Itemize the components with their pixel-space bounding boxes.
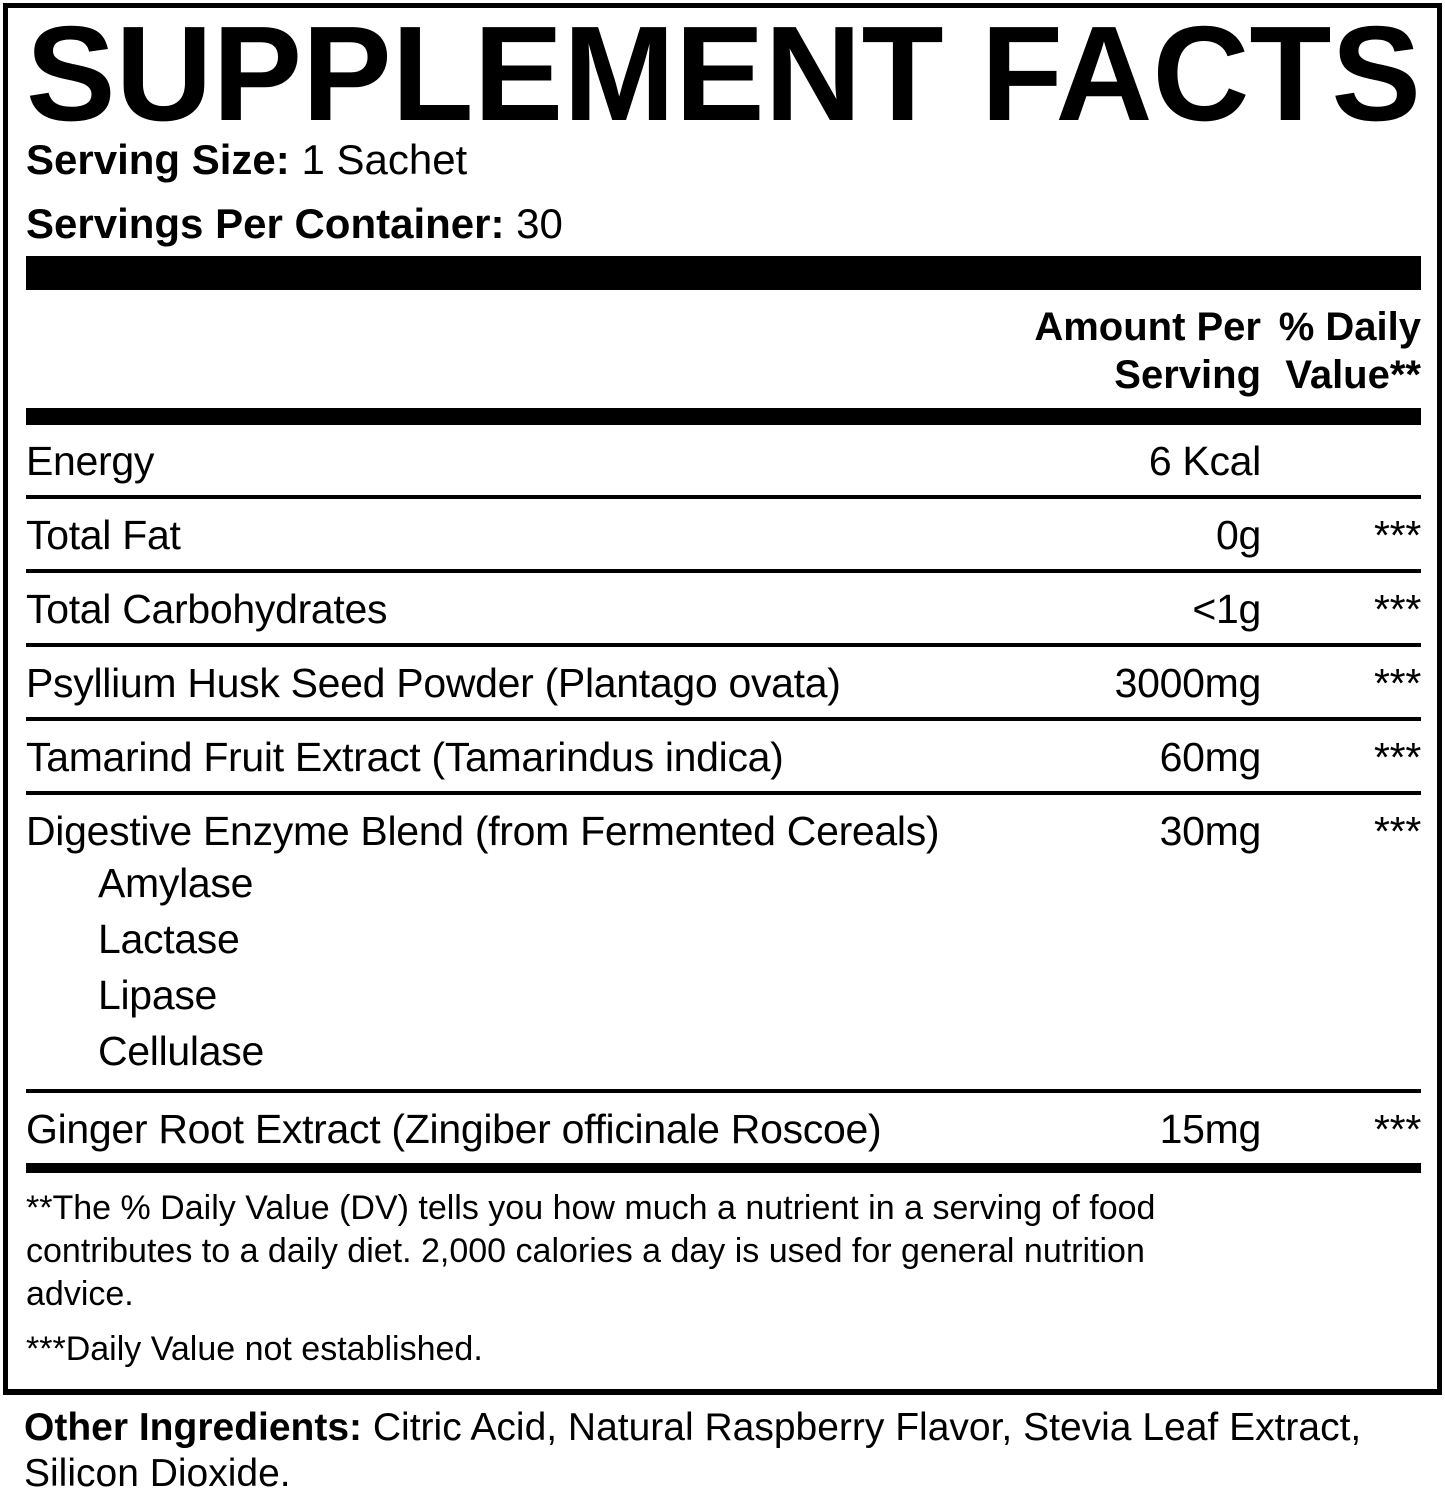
servings-per-container-line: Servings Per Container: 30 bbox=[26, 192, 1421, 256]
table-row-psyllium-husk: Psyllium Husk Seed Powder (Plantago ovat… bbox=[26, 647, 1421, 721]
nutrient-amount: 6 Kcal bbox=[1148, 438, 1261, 484]
table-row-digestive-enzyme-blend: Digestive Enzyme Blend (from Fermented C… bbox=[26, 795, 1421, 1093]
serving-size-value: 1 Sachet bbox=[301, 136, 468, 183]
nutrient-amount: 3000mg bbox=[1114, 660, 1262, 706]
enzyme-sub-items: Amylase Lactase Lipase Cellulase bbox=[26, 855, 1071, 1079]
nutrient-name: Total Carbohydrates bbox=[26, 586, 388, 632]
nutrient-amount: 30mg bbox=[1159, 808, 1262, 854]
footnotes: **The % Daily Value (DV) tells you how m… bbox=[26, 1173, 1421, 1371]
nutrient-dv: *** bbox=[1374, 512, 1421, 558]
nutrient-name: Digestive Enzyme Blend (from Fermented C… bbox=[26, 808, 940, 854]
nutrient-name-group: Digestive Enzyme Blend (from Fermented C… bbox=[26, 807, 1071, 1079]
serving-size-line: Serving Size: 1 Sachet bbox=[26, 128, 1421, 192]
table-header-row: Amount Per Serving % Daily Value** bbox=[26, 290, 1421, 408]
sub-ingredient: Amylase bbox=[98, 860, 254, 906]
nutrient-name: Energy bbox=[26, 438, 155, 484]
column-header-amount-per-serving: Amount Per Serving bbox=[1034, 305, 1261, 397]
page-title: SUPPLEMENT FACTS bbox=[26, 16, 1421, 128]
divider-bar-thick bbox=[26, 256, 1421, 290]
daily-value-footnote: **The % Daily Value (DV) tells you how m… bbox=[26, 1189, 1156, 1313]
table-row-total-carbohydrates: Total Carbohydrates <1g *** bbox=[26, 573, 1421, 647]
nutrient-name: Tamarind Fruit Extract (Tamarindus indic… bbox=[26, 734, 784, 780]
column-header-daily-value: % Daily Value** bbox=[1278, 305, 1421, 397]
nutrient-name: Ginger Root Extract (Zingiber officinale… bbox=[26, 1106, 882, 1152]
nutrient-amount: 60mg bbox=[1159, 734, 1262, 780]
sub-ingredient: Lipase bbox=[98, 972, 218, 1018]
nutrient-amount: 15mg bbox=[1159, 1106, 1262, 1152]
sub-ingredient: Cellulase bbox=[98, 1028, 264, 1074]
nutrient-name: Total Fat bbox=[26, 512, 181, 558]
other-ingredients-value: Citric Acid, Natural Raspberry Flavor, S… bbox=[24, 1406, 1362, 1495]
facts-border-box: SUPPLEMENT FACTS Serving Size: 1 Sachet … bbox=[3, 3, 1442, 1395]
sub-ingredient: Lactase bbox=[98, 916, 240, 962]
nutrient-amount: <1g bbox=[1192, 586, 1261, 632]
nutrient-amount: 0g bbox=[1215, 512, 1261, 558]
table-row-ginger-root: Ginger Root Extract (Zingiber officinale… bbox=[26, 1093, 1421, 1163]
nutrient-dv: *** bbox=[1374, 734, 1421, 780]
nutrient-dv: *** bbox=[1374, 660, 1421, 706]
nutrient-dv: *** bbox=[1374, 1106, 1421, 1152]
servings-per-container-label: Servings Per Container: bbox=[26, 200, 505, 247]
other-ingredients: Other Ingredients: Citric Acid, Natural … bbox=[24, 1405, 1429, 1497]
table-row-energy: Energy 6 Kcal bbox=[26, 425, 1421, 499]
nutrient-dv: *** bbox=[1374, 808, 1421, 854]
serving-size-label: Serving Size: bbox=[26, 136, 290, 183]
servings-per-container-value: 30 bbox=[516, 200, 563, 247]
divider-bar-small bbox=[26, 1163, 1421, 1173]
other-ingredients-label: Other Ingredients: bbox=[24, 1406, 363, 1449]
nutrient-name: Psyllium Husk Seed Powder (Plantago ovat… bbox=[26, 660, 841, 706]
divider-bar-medium bbox=[26, 408, 1421, 425]
not-established-footnote: ***Daily Value not established. bbox=[26, 1330, 483, 1368]
supplement-facts-label: SUPPLEMENT FACTS Serving Size: 1 Sachet … bbox=[0, 3, 1445, 1495]
table-row-tamarind-fruit: Tamarind Fruit Extract (Tamarindus indic… bbox=[26, 721, 1421, 795]
nutrient-dv: *** bbox=[1374, 586, 1421, 632]
table-row-total-fat: Total Fat 0g *** bbox=[26, 499, 1421, 573]
title-graphic: SUPPLEMENT FACTS bbox=[26, 16, 1421, 128]
